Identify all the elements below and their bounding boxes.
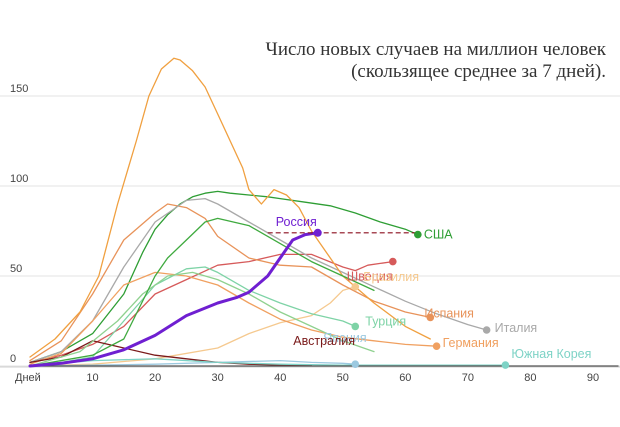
series-label-5: Испания xyxy=(424,306,474,320)
x-tick-label-20: 20 xyxy=(149,372,161,384)
series-line-7 xyxy=(29,271,438,365)
y-tick-label-0: 0 xyxy=(10,353,16,365)
series-line-2 xyxy=(29,253,394,364)
end-marker-5 xyxy=(426,313,435,322)
series-line-1 xyxy=(29,190,419,364)
unlabeled-series-line-12 xyxy=(29,271,375,367)
chart-title: Число новых случаев на миллион человек(с… xyxy=(266,39,607,82)
x-tick-label-10: 10 xyxy=(86,372,98,384)
series-label-6: Италия xyxy=(495,321,538,335)
series-label-9: Австралия xyxy=(293,334,355,348)
series-label-3: Бразилия xyxy=(363,270,419,284)
axis-ticks: 0 50 100 150 Дней 10 20 30 40 50 60 70 80 90 xyxy=(10,83,599,384)
end-marker-10 xyxy=(501,361,510,369)
chart-title-line-2: (скользящее среднее за 7 дней). xyxy=(351,61,606,82)
series-line-3 xyxy=(29,286,356,367)
y-tick-label-50: 50 xyxy=(10,263,22,275)
series-line-6 xyxy=(29,197,488,364)
end-marker-3 xyxy=(351,283,360,291)
series-line-4 xyxy=(29,266,356,367)
x-tick-label-80: 80 xyxy=(524,372,536,384)
x-tick-label-50: 50 xyxy=(337,372,349,384)
unlabeled-series-line-13 xyxy=(29,217,375,367)
end-markers xyxy=(313,228,510,369)
series-label-10: Южная Корея xyxy=(511,347,591,361)
series-label-7: Германия xyxy=(443,336,499,350)
x-tick-label-30: 30 xyxy=(212,372,224,384)
series-line-8 xyxy=(29,359,356,367)
x-tick-label-70: 70 xyxy=(462,372,474,384)
series-label-2: Швеция xyxy=(347,270,393,284)
end-marker-7 xyxy=(432,342,441,351)
unlabeled-series-line-11 xyxy=(29,57,431,358)
series-label-4: Турция xyxy=(365,314,406,328)
chart-area: Россия США Швеция Бразилия Турция Испания Итал… xyxy=(0,33,620,393)
end-marker-1 xyxy=(414,230,422,239)
end-marker-4 xyxy=(351,322,360,331)
y-tick-label-150: 150 xyxy=(10,83,28,95)
series-label-1: США xyxy=(424,228,453,242)
series-label-0: Россия xyxy=(276,215,317,229)
series-line-10 xyxy=(29,358,507,367)
end-marker-8 xyxy=(351,360,360,369)
series-lines xyxy=(28,57,619,368)
end-marker-6 xyxy=(482,326,491,334)
y-tick-label-100: 100 xyxy=(10,173,28,185)
series-line-0 xyxy=(28,231,320,368)
x-tick-label-90: 90 xyxy=(587,372,599,384)
end-marker-0 xyxy=(313,228,322,237)
series-line-5 xyxy=(29,203,431,362)
end-marker-2 xyxy=(389,257,397,266)
series-line-9 xyxy=(29,340,313,367)
x-axis-label: Дней xyxy=(15,372,41,384)
series-label-8: Япония xyxy=(323,331,366,345)
chart-title-line-1: Число новых случаев на миллион человек xyxy=(266,39,607,60)
x-tick-label-60: 60 xyxy=(399,372,411,384)
x-tick-label-40: 40 xyxy=(274,372,286,384)
